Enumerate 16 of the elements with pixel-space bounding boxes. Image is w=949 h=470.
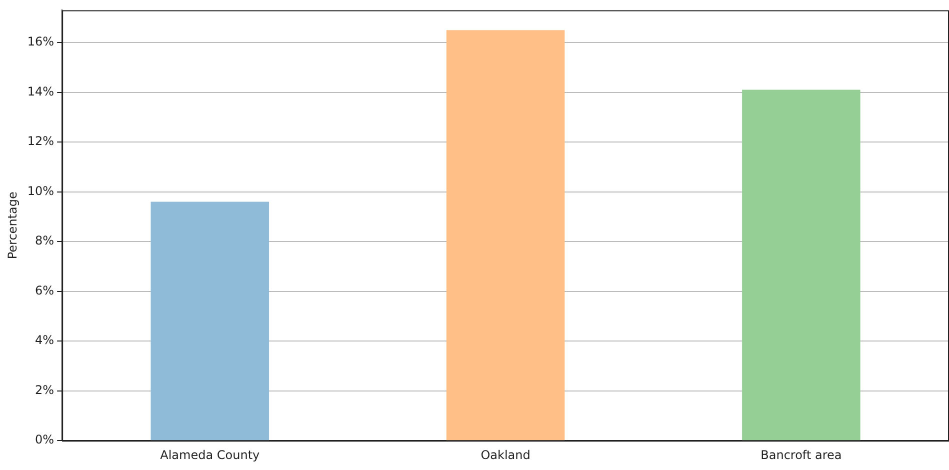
x-tick-label: Oakland (480, 448, 530, 462)
y-tick-label: 6% (35, 283, 54, 298)
x-tick-label: Alameda County (160, 448, 260, 462)
y-tick-label: 0% (35, 432, 54, 447)
bar (150, 202, 270, 440)
bar (742, 90, 860, 440)
y-tick-label: 8% (35, 234, 54, 248)
y-tick-label: 16% (27, 34, 54, 49)
y-tick-label: 4% (35, 333, 54, 348)
y-axis-title: Percentage (5, 192, 20, 260)
y-tick-label: 12% (27, 134, 54, 148)
y-tick-label: 14% (27, 84, 54, 98)
bar (446, 30, 565, 440)
y-tick-label: 2% (35, 382, 54, 397)
y-tick-label: 10% (27, 184, 54, 198)
x-tick-label: Bancroft area (760, 448, 842, 462)
